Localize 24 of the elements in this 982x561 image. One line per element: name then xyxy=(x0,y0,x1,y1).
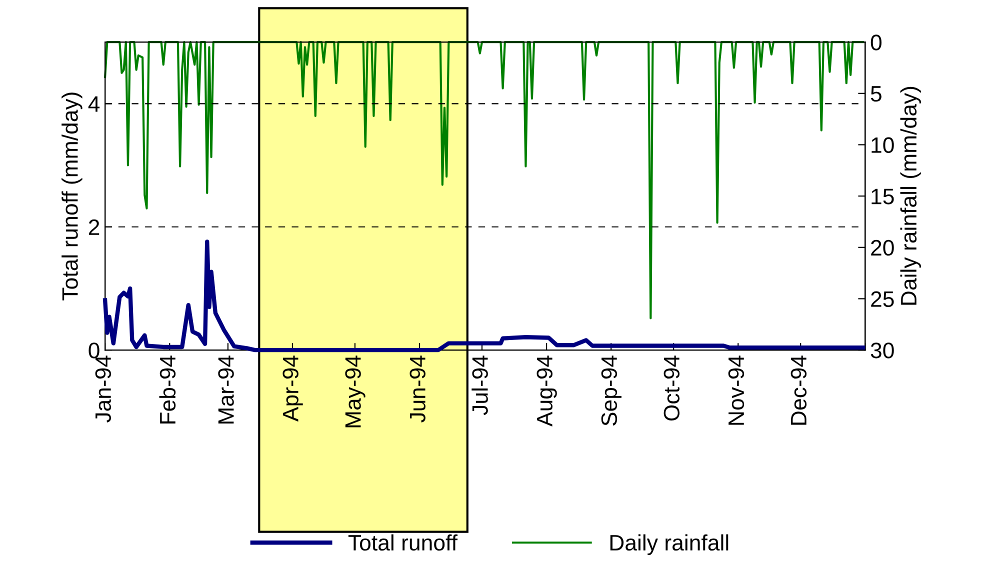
x-tick-label: Sep-94 xyxy=(601,356,622,426)
y-tick-label: 4 xyxy=(88,96,100,112)
y2-tick-label: 15 xyxy=(872,188,894,204)
x-tick-label: Dec-94 xyxy=(790,356,807,425)
x-tick-label: Aug-94 xyxy=(536,356,557,427)
y2-tick-label: 25 xyxy=(871,291,894,308)
y2-tick-label: 0 xyxy=(870,34,882,50)
x-tick-label: Apr-94 xyxy=(282,356,303,422)
legend-label: Daily rainfall xyxy=(610,534,728,556)
x-tick-label: Nov-94 xyxy=(728,356,744,425)
y2-tick-label: 30 xyxy=(870,342,894,358)
y-tick-label: 2 xyxy=(88,219,100,235)
x-tick-label: Feb-94 xyxy=(159,356,176,424)
x-tick-label: Jul-94 xyxy=(472,356,488,416)
x-tick-label: Oct-94 xyxy=(664,356,680,421)
y-axis-title: Total runoff (mm/day) xyxy=(62,92,82,300)
legend-label: Total runoff xyxy=(348,534,458,551)
y2-tick-label: 5 xyxy=(870,86,882,102)
y2-tick-label: 10 xyxy=(872,137,894,154)
y2-axis-title: Daily rainfall (mm/day) xyxy=(900,86,921,305)
x-tick-label: May-94 xyxy=(345,356,366,428)
x-tick-label: Mar-94 xyxy=(218,356,234,424)
x-tick-label: Jun-94 xyxy=(410,356,426,423)
y2-tick-label: 20 xyxy=(871,240,894,256)
